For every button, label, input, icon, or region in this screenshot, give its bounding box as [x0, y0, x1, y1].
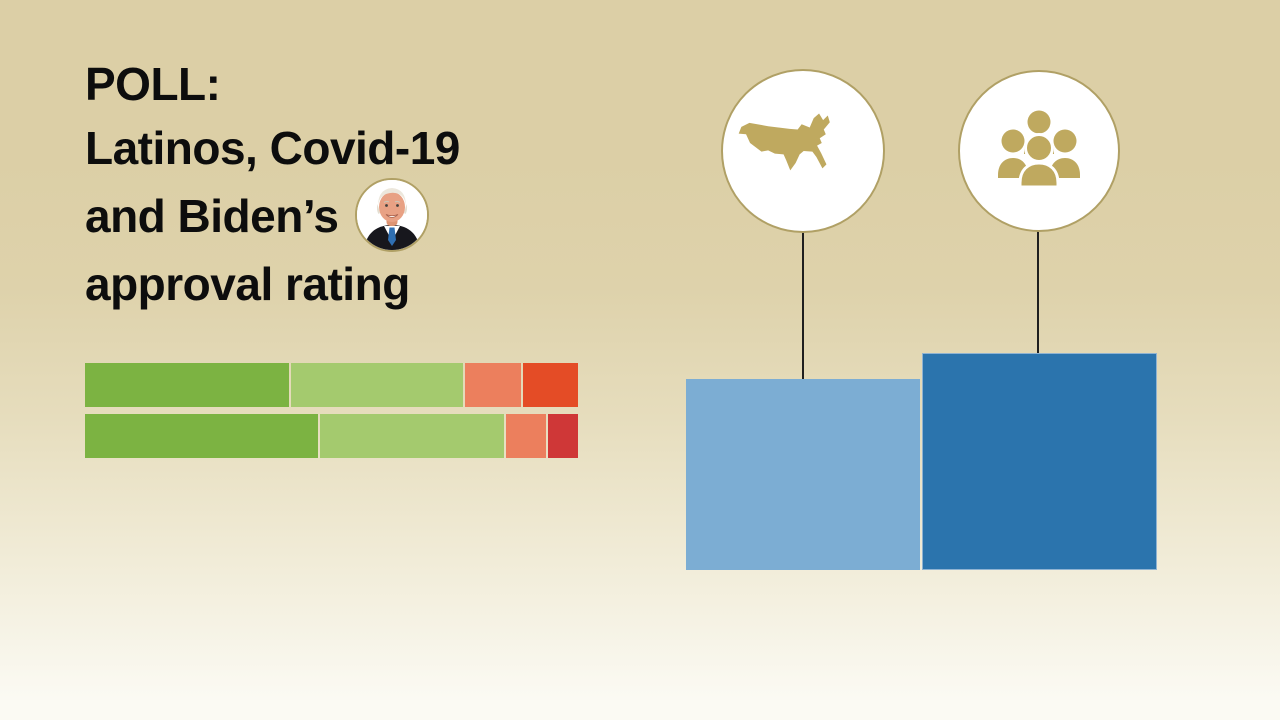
column-us-map: [686, 379, 920, 570]
biden-face-illustration: [356, 180, 427, 250]
people-bubble: [958, 70, 1120, 232]
connector-line-people: [1037, 228, 1039, 354]
stacked-segment: [465, 363, 521, 407]
connector-line-us: [802, 230, 804, 380]
stacked-bar-row-bottom: [85, 414, 578, 458]
page-title: POLL: Latinos, Covid-19 and Biden’s: [85, 52, 460, 316]
us-map-icon: [738, 113, 830, 171]
stacked-segment: [85, 414, 318, 458]
title-line-3-text: and Biden’s: [85, 190, 339, 242]
stacked-segment: [548, 414, 578, 458]
approval-stacked-chart: [85, 363, 578, 465]
title-line-1: POLL:: [85, 58, 221, 110]
title-line-2: Latinos, Covid-19: [85, 122, 460, 174]
biden-portrait: [354, 178, 429, 252]
stacked-segment: [85, 363, 289, 407]
stacked-segment: [505, 414, 547, 458]
people-group-icon: [998, 110, 1080, 189]
title-line-4: approval rating: [85, 258, 410, 310]
title-line-3: and Biden’s: [85, 178, 460, 252]
stacked-segment: [319, 414, 504, 458]
stacked-segment: [522, 363, 578, 407]
us-map-bubble: [721, 69, 885, 233]
column-people-group: [922, 353, 1157, 570]
stacked-segment: [290, 363, 464, 407]
stacked-bar-row-top: [85, 363, 578, 407]
